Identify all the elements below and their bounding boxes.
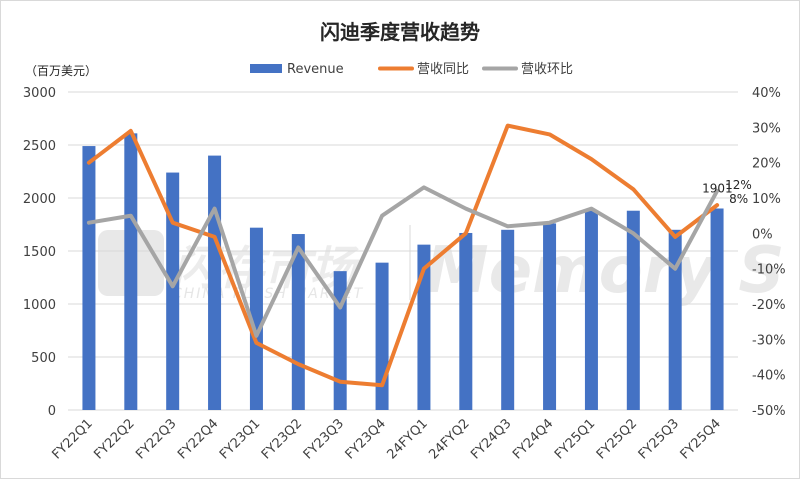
left-axis-tick-label: 500 (31, 351, 56, 366)
left-axis-tick-label: 1000 (23, 298, 56, 313)
right-axis-tick-label: -10% (752, 263, 786, 278)
left-axis-tick-label: 3000 (23, 86, 56, 101)
right-axis-tick-label: 20% (752, 157, 781, 172)
data-label: 8% (729, 192, 748, 206)
bar-revenue (82, 146, 95, 410)
legend-label: Revenue (287, 62, 344, 77)
bar-revenue (543, 223, 556, 410)
bar-revenue (208, 156, 221, 410)
chart-title: 闪迪季度营收趋势 (320, 20, 480, 44)
bar-revenue (376, 263, 389, 410)
bar-revenue (124, 133, 137, 410)
bar-revenue (334, 271, 347, 410)
bar-revenue (501, 230, 514, 410)
left-axis-unit-label: （百万美元） (25, 64, 97, 78)
legend-swatch-revenue (250, 64, 282, 73)
bar-revenue (459, 233, 472, 410)
right-axis-tick-label: -50% (752, 404, 786, 419)
right-axis-tick-label: 30% (752, 121, 781, 136)
right-axis-tick-label: 40% (752, 86, 781, 101)
right-axis-tick-label: -30% (752, 333, 786, 348)
left-axis-tick-label: 2500 (23, 139, 56, 154)
right-axis-tick-label: 10% (752, 192, 781, 207)
bar-revenue (711, 208, 724, 410)
right-axis-tick-label: 0% (752, 227, 773, 242)
legend-label: 营收同比 (417, 62, 469, 77)
bar-revenue (627, 211, 640, 410)
watermark-text-brand: Memory S (425, 234, 784, 308)
left-axis-tick-label: 0 (48, 404, 56, 419)
right-axis-tick-label: -40% (752, 369, 786, 384)
bar-revenue (585, 211, 598, 410)
data-label: 12% (725, 178, 752, 192)
right-axis-tick-label: -20% (752, 298, 786, 313)
left-axis-tick-label: 1500 (23, 245, 56, 260)
left-axis-tick-label: 2000 (23, 192, 56, 207)
legend-label: 营收环比 (521, 62, 573, 77)
